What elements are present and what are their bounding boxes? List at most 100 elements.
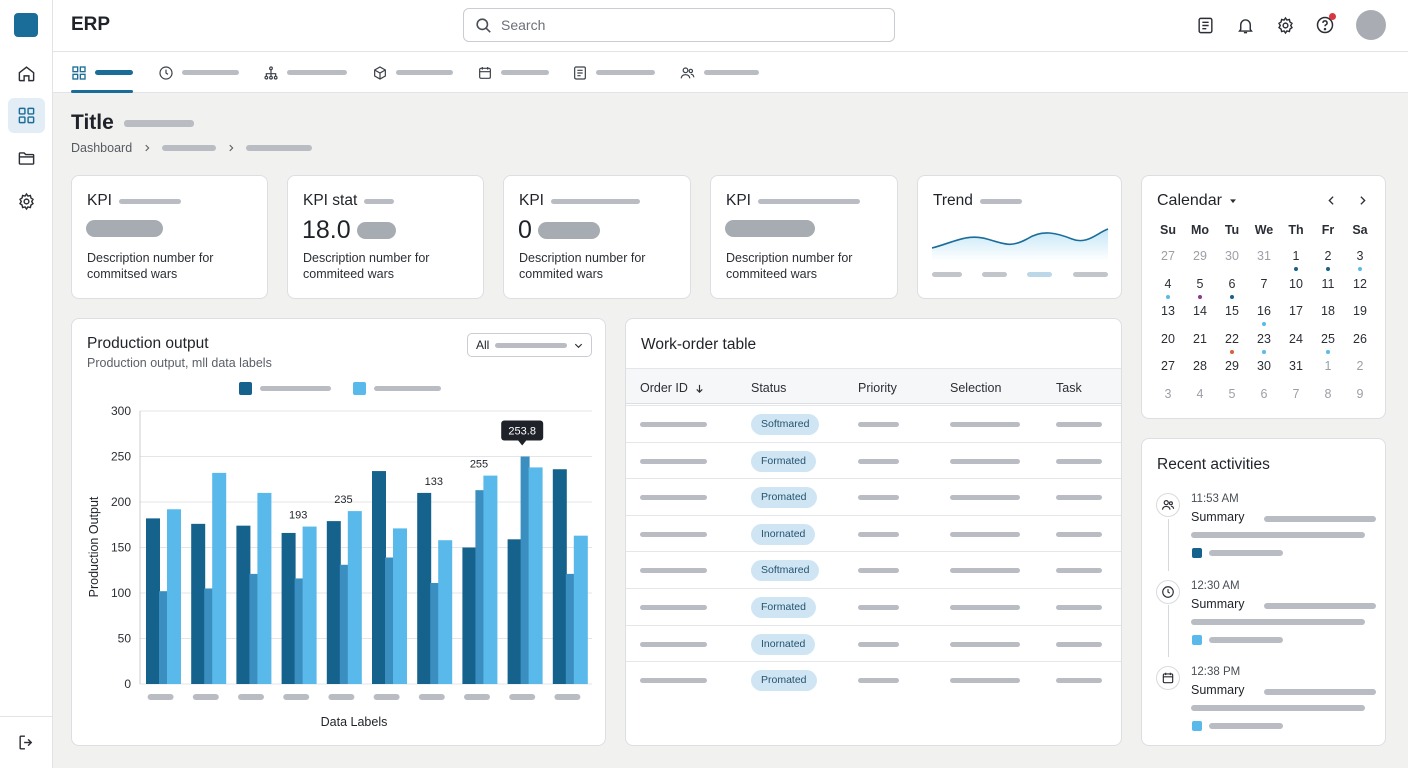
breadcrumb-item[interactable] [246, 145, 313, 151]
logout-button[interactable] [8, 725, 45, 760]
folder-icon [18, 152, 35, 165]
calendar-day[interactable]: 5 [1216, 387, 1248, 401]
search-input[interactable] [501, 15, 881, 35]
calendar-day[interactable]: 19 [1344, 304, 1376, 318]
calendar-day[interactable]: 24 [1280, 332, 1312, 346]
calendar-day[interactable]: 10 [1280, 277, 1312, 291]
calendar-day[interactable]: 18 [1312, 304, 1344, 318]
kpi-value: 0 [518, 216, 600, 245]
folder-nav-button[interactable] [8, 141, 45, 176]
calendar-day[interactable]: 7 [1248, 277, 1280, 291]
calendar-day-number: 23 [1257, 331, 1271, 346]
calendar-day[interactable]: 13 [1152, 304, 1184, 318]
table-row[interactable]: Softmared [626, 405, 1121, 441]
calendar-day[interactable]: 23 [1248, 331, 1280, 354]
tab-label-placeholder [182, 70, 239, 75]
calendar-day[interactable]: 27 [1152, 359, 1184, 373]
calendar-day[interactable]: 31 [1248, 249, 1280, 263]
prev-month-icon[interactable] [1325, 194, 1338, 207]
settings-button[interactable] [1274, 14, 1296, 36]
sort-arrow-down-icon [696, 384, 703, 393]
chart-title: Production output [87, 335, 209, 352]
breadcrumb-item[interactable] [162, 145, 217, 151]
table-row[interactable]: Softmared [626, 551, 1121, 587]
calendar-day[interactable]: 11 [1312, 277, 1344, 291]
calendar-day[interactable]: 3 [1152, 387, 1184, 401]
calendar-day[interactable]: 7 [1280, 387, 1312, 401]
caret-down-icon [1230, 199, 1236, 204]
calendar-day[interactable]: 2 [1312, 249, 1344, 271]
calendar-day[interactable]: 29 [1216, 359, 1248, 373]
task-placeholder [1056, 568, 1102, 574]
calendar-day[interactable]: 6 [1216, 277, 1248, 299]
calendar-day[interactable]: 12 [1344, 277, 1376, 291]
calendar-day[interactable]: 25 [1312, 332, 1344, 354]
table-row[interactable]: Formated [626, 441, 1121, 478]
calendar-day[interactable]: 30 [1216, 249, 1248, 263]
tab-dashboard[interactable] [71, 52, 133, 93]
tab-products[interactable] [372, 52, 453, 93]
settings-nav-button[interactable] [8, 184, 45, 219]
column-header-status[interactable]: Status [751, 381, 787, 395]
filter-dropdown[interactable]: All [467, 333, 592, 357]
table-row[interactable]: Promated [626, 661, 1121, 697]
calendar-day[interactable]: 4 [1152, 277, 1184, 299]
calendar-day[interactable]: 9 [1344, 387, 1376, 401]
calendar-day[interactable]: 1 [1312, 359, 1344, 373]
status-badge: Formated [751, 597, 816, 618]
trend-card: Trend [917, 175, 1122, 299]
next-month-icon[interactable] [1356, 194, 1369, 207]
calendar-day[interactable]: 29 [1184, 249, 1216, 263]
calendar-day[interactable]: 17 [1280, 304, 1312, 318]
calendar-day[interactable]: 30 [1248, 359, 1280, 373]
notifications-button[interactable] [1234, 14, 1256, 36]
kpi-title: KPI stat [303, 192, 395, 210]
calendar-day[interactable]: 28 [1184, 359, 1216, 373]
calendar-day[interactable]: 15 [1216, 304, 1248, 318]
calendar-day[interactable]: 31 [1280, 359, 1312, 373]
tab-schedule[interactable] [477, 52, 549, 93]
tab-documents[interactable] [572, 52, 655, 93]
calendar-day[interactable]: 20 [1152, 332, 1184, 346]
calendar-day[interactable]: 6 [1248, 387, 1280, 401]
calendar-day[interactable]: 21 [1184, 332, 1216, 346]
breadcrumb-root[interactable]: Dashboard [71, 141, 133, 155]
tab-history[interactable] [158, 52, 239, 93]
tab-users[interactable] [679, 52, 759, 93]
calendar-day[interactable]: 1 [1280, 249, 1312, 271]
calendar-day[interactable]: 4 [1184, 387, 1216, 401]
calendar-day[interactable]: 3 [1344, 249, 1376, 271]
calendar-day[interactable]: 27 [1152, 249, 1184, 263]
calendar-day-number: 29 [1225, 359, 1239, 373]
calendar-day[interactable]: 26 [1344, 332, 1376, 346]
column-header-selection[interactable]: Selection [950, 381, 1002, 395]
bell-icon [1237, 18, 1253, 33]
user-avatar[interactable] [1356, 10, 1386, 40]
calendar-day[interactable]: 16 [1248, 304, 1280, 326]
x-axis-ticks [147, 694, 581, 700]
column-header-order-id[interactable]: Order ID [640, 381, 705, 395]
search-box[interactable] [463, 8, 895, 42]
calendar-day[interactable]: 14 [1184, 304, 1216, 318]
table-row[interactable]: Inornated [626, 624, 1121, 661]
table-row[interactable]: Formated [626, 588, 1121, 624]
notes-button[interactable] [1194, 14, 1216, 36]
bar [167, 509, 181, 684]
calendar-day-number: 4 [1196, 386, 1204, 401]
dashboard-nav-button[interactable] [8, 98, 45, 133]
calendar-header[interactable]: Calendar [1157, 192, 1238, 210]
column-header-task[interactable]: Task [1056, 381, 1082, 395]
calendar-day-number: 22 [1225, 331, 1239, 346]
table-row[interactable]: Inornated [626, 514, 1121, 551]
calendar-day[interactable]: 2 [1344, 359, 1376, 373]
help-button[interactable] [1314, 13, 1336, 36]
calendar-day[interactable]: 8 [1312, 387, 1344, 401]
app-logo[interactable] [14, 13, 38, 37]
calendar-day[interactable]: 22 [1216, 331, 1248, 354]
column-header-priority[interactable]: Priority [858, 381, 897, 395]
home-nav-button[interactable] [8, 56, 45, 91]
calendar-day[interactable]: 5 [1184, 277, 1216, 299]
table-row[interactable]: Promated [626, 478, 1121, 514]
tab-hierarchy[interactable] [263, 52, 347, 93]
home-icon [18, 66, 35, 82]
